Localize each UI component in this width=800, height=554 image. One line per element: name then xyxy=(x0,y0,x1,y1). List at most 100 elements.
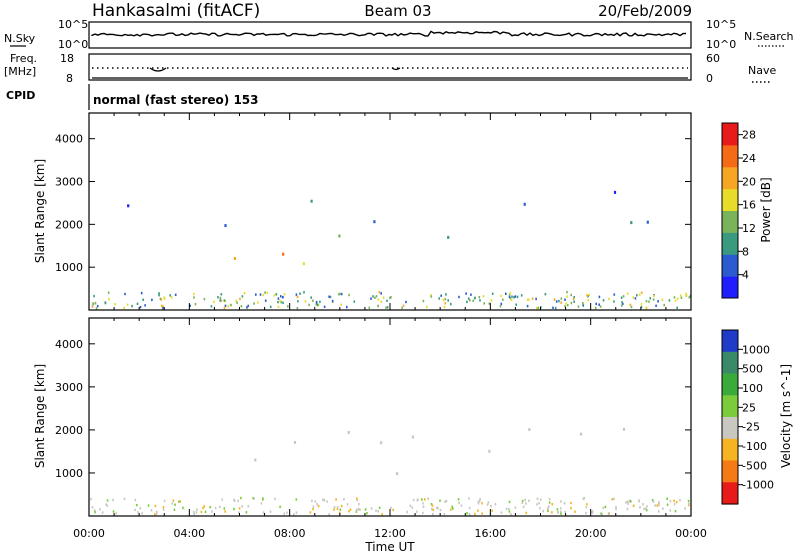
ground-scatter-cell xyxy=(253,497,255,500)
ground-scatter-cell xyxy=(223,299,226,302)
ground-scatter-cell xyxy=(246,306,248,309)
ground-scatter-cell xyxy=(331,299,334,303)
ground-scatter-cell xyxy=(520,294,523,297)
ground-scatter-cell xyxy=(430,507,433,511)
ground-scatter-cell xyxy=(94,302,97,305)
ground-scatter-cell xyxy=(323,499,326,502)
ground-scatter-cell xyxy=(658,510,660,513)
ground-scatter-cell xyxy=(224,300,227,303)
ground-scatter-cell xyxy=(220,293,223,296)
ground-scatter-cell xyxy=(406,510,408,514)
ground-scatter-cell xyxy=(91,305,94,308)
ground-scatter-cell xyxy=(548,505,550,508)
ground-scatter-cell xyxy=(570,301,573,305)
ground-scatter-cell xyxy=(598,295,601,299)
ground-scatter-cell xyxy=(560,301,562,304)
nave-tick-top: 60 xyxy=(706,52,720,65)
ground-scatter-cell xyxy=(554,306,557,310)
colorbar-segment xyxy=(722,123,738,146)
ground-scatter-cell xyxy=(629,303,632,307)
ground-scatter-cell xyxy=(424,498,426,501)
ground-scatter-cell xyxy=(155,512,158,515)
ground-scatter-cell xyxy=(586,294,588,297)
ground-scatter-cell xyxy=(516,295,519,299)
ground-scatter-cell xyxy=(241,505,243,508)
ground-scatter-cell xyxy=(253,302,255,305)
colorbar-tick-label: 16 xyxy=(742,199,756,212)
ground-scatter-cell xyxy=(204,510,207,513)
ground-scatter-cell xyxy=(282,301,284,304)
ground-scatter-cell xyxy=(312,299,314,302)
ground-scatter-cell xyxy=(147,504,150,507)
ground-scatter-cell xyxy=(171,502,174,505)
ground-scatter-cell xyxy=(676,306,678,309)
ground-scatter-cell xyxy=(279,299,281,302)
ground-scatter-cell xyxy=(364,508,367,511)
ground-scatter-cell xyxy=(200,510,203,514)
ground-scatter-cell xyxy=(328,295,330,298)
colorbar-tick-label: 4 xyxy=(742,269,749,282)
ground-scatter-cell xyxy=(377,304,379,308)
ground-scatter-cell xyxy=(316,303,319,306)
ground-scatter-cell xyxy=(340,303,343,306)
ground-scatter-cell xyxy=(221,498,223,501)
ground-scatter-cell xyxy=(224,510,226,513)
ground-scatter-cell xyxy=(478,296,481,299)
ground-scatter-cell xyxy=(632,296,635,299)
ground-scatter-cell xyxy=(470,293,472,296)
ground-scatter-cell xyxy=(491,509,493,512)
ground-scatter-cell xyxy=(582,497,585,501)
ground-scatter-cell xyxy=(474,512,476,516)
ground-scatter-cell xyxy=(666,497,668,500)
ground-scatter-cell xyxy=(356,498,359,502)
colorbar-segment xyxy=(722,438,738,462)
ground-scatter-cell xyxy=(560,510,562,513)
ground-scatter-cell xyxy=(401,306,403,309)
ground-scatter-cell xyxy=(599,305,602,308)
ground-scatter-cell xyxy=(481,502,483,505)
ground-scatter-cell xyxy=(160,298,163,301)
ground-scatter-cell xyxy=(392,508,394,512)
time-tick-label: 16:00 xyxy=(474,527,506,540)
ground-scatter-cell xyxy=(416,510,418,513)
ground-scatter-cell xyxy=(657,300,659,303)
ground-scatter-cell xyxy=(375,295,378,298)
ground-scatter-cell xyxy=(482,295,485,298)
ground-scatter-cell xyxy=(257,301,259,304)
velocity-echoes xyxy=(90,427,690,516)
ground-scatter-cell xyxy=(511,295,513,298)
colorbar-tick-label: 12 xyxy=(742,222,756,235)
ground-scatter-cell xyxy=(182,506,184,510)
ground-scatter-cell xyxy=(502,298,504,301)
ground-scatter-cell xyxy=(680,296,683,299)
ground-scatter-cell xyxy=(247,505,250,508)
ground-scatter-cell xyxy=(538,501,540,505)
ground-scatter-cell xyxy=(239,297,241,301)
ground-scatter-cell xyxy=(213,300,215,304)
ground-scatter-cell xyxy=(303,291,305,294)
ground-scatter-cell xyxy=(450,302,452,306)
ground-scatter-cell xyxy=(374,296,376,299)
ground-scatter-cell xyxy=(594,306,597,310)
ground-scatter-cell xyxy=(613,293,616,296)
ground-scatter-cell xyxy=(333,506,336,509)
ground-scatter-cell xyxy=(375,509,377,512)
freq-unit-label: [MHz] xyxy=(4,65,36,78)
ground-scatter-cell xyxy=(193,512,196,516)
ground-scatter-cell xyxy=(368,306,371,309)
ground-scatter-cell xyxy=(405,300,407,304)
ground-scatter-cell xyxy=(622,295,625,298)
velocity-ylabel: Slant Range [km] xyxy=(33,364,47,468)
ground-scatter-cell xyxy=(241,295,244,298)
ground-scatter-cell xyxy=(189,304,191,307)
ground-scatter-cell xyxy=(627,292,629,295)
ground-scatter-cell xyxy=(479,497,481,501)
ground-scatter-cell xyxy=(266,291,269,294)
power-ytick-label: 2000 xyxy=(55,218,83,231)
ground-scatter-cell xyxy=(220,299,223,302)
ground-scatter-cell xyxy=(510,512,512,516)
power-echo-region-1 xyxy=(224,199,376,228)
ground-scatter-cell xyxy=(346,503,349,506)
ground-scatter-cell xyxy=(277,300,279,304)
ground-scatter-cell xyxy=(158,294,160,297)
